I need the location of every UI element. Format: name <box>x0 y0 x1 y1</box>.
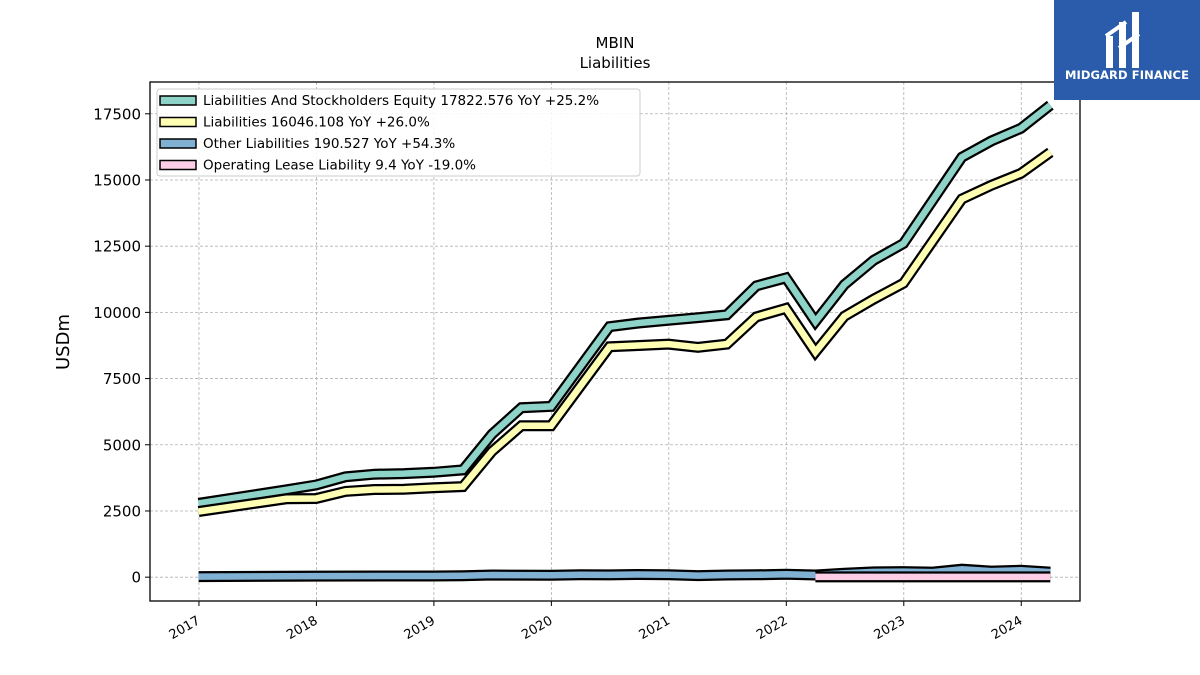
y-tick-label: 17500 <box>93 105 141 123</box>
legend-label: Liabilities And Stockholders Equity 1782… <box>203 93 599 109</box>
logo-text: MIDGARD FINANCE <box>1064 68 1190 82</box>
chart-subtitle: Liabilities <box>580 54 651 72</box>
chart-title: MBIN <box>596 34 635 52</box>
x-tick-label: 2020 <box>519 613 555 643</box>
legend-swatch <box>159 116 197 128</box>
x-tick-label: 2018 <box>284 613 320 643</box>
y-tick-label: 12500 <box>93 238 141 256</box>
axes: 0 2500 5000 7500 10000 12500 15000 17500 2017 201… <box>93 105 1025 643</box>
y-axis-label: USDm <box>53 314 74 370</box>
y-tick-label: 0 <box>131 569 141 587</box>
legend-label: Operating Lease Liability 9.4 YoY -19.0% <box>203 158 476 174</box>
series-line <box>198 565 1051 580</box>
legend: Liabilities And Stockholders Equity 1782… <box>156 88 641 177</box>
y-tick-label: 10000 <box>93 304 141 322</box>
series-1 <box>197 147 1054 517</box>
x-tick-label: 2021 <box>637 613 673 643</box>
series-line <box>198 149 1053 515</box>
series-line <box>198 102 1053 507</box>
y-tick-label: 2500 <box>103 502 141 520</box>
series-2 <box>198 563 1051 583</box>
midgard-logo-icon <box>1104 12 1141 68</box>
series-layer <box>197 100 1054 583</box>
x-tick-label: 2023 <box>872 613 908 643</box>
y-tick-label: 15000 <box>93 171 141 189</box>
legend-swatch <box>159 138 197 149</box>
plot-frame <box>149 81 1081 602</box>
series-0 <box>197 100 1054 509</box>
x-tick-label: 2022 <box>754 613 790 643</box>
x-tick-label: 2017 <box>167 613 203 643</box>
legend-label: Other Liabilities 190.527 YoY +54.3% <box>203 136 455 152</box>
x-tick-label: 2024 <box>989 613 1025 643</box>
y-tick-label: 5000 <box>103 436 141 454</box>
legend-label: Liabilities 16046.108 YoY +26.0% <box>203 115 430 131</box>
midgard-finance-logo: MIDGARD FINANCE <box>1054 0 1200 100</box>
y-tick-label: 7500 <box>103 370 141 388</box>
x-tick-label: 2019 <box>402 613 438 643</box>
legend-swatch <box>159 95 197 106</box>
legend-box <box>156 88 641 177</box>
legend-swatch <box>159 159 197 171</box>
